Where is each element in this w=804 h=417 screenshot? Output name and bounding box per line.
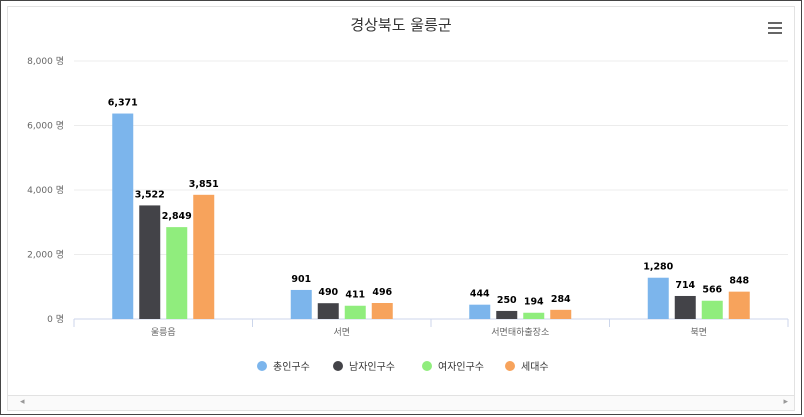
data-label: 3,522 — [135, 189, 165, 200]
x-axis: 울릉읍 서면 서면태하출장소 북면 — [73, 319, 789, 338]
gridlines — [74, 60, 788, 320]
x-tick-label: 서면 — [333, 327, 350, 338]
y-tick-label: 2,000 명 — [27, 250, 64, 261]
data-label: 194 — [524, 297, 544, 308]
y-axis: 0 명 2,000 명 4,000 명 6,000 명 8,000 명 — [27, 56, 64, 325]
bars: 6,371 901 444 1,280 3,522 490 250 714 2,849 411 19… — [108, 98, 750, 319]
bar — [728, 291, 750, 319]
bar — [701, 300, 723, 319]
legend-label: 남자인구수 — [349, 361, 395, 373]
data-label: 901 — [291, 274, 311, 285]
chart-svg: 경상북도 울릉군 0 명 2,000 명 4,000 명 6,000 명 8,000 명… — [27, 16, 789, 373]
bar — [290, 289, 312, 319]
x-tick-label: 울릉읍 — [151, 327, 176, 338]
data-label: 2,849 — [162, 211, 192, 222]
bar — [469, 304, 491, 319]
legend-label: 총인구수 — [273, 361, 310, 373]
data-label: 1,280 — [643, 262, 673, 273]
bar — [139, 205, 161, 319]
legend-label: 세대수 — [521, 361, 549, 373]
chart-title: 경상북도 울릉군 — [350, 16, 452, 34]
data-label: 848 — [729, 276, 749, 287]
bar — [674, 295, 696, 319]
scroll-right-arrow-icon[interactable]: ▸ — [783, 397, 788, 407]
y-tick-label: 4,000 명 — [27, 185, 64, 196]
y-tick-label: 6,000 명 — [27, 121, 64, 132]
bar — [550, 309, 572, 319]
horizontal-scrollbar[interactable]: ◂ ▸ — [7, 396, 795, 411]
y-tick-label: 8,000 명 — [27, 56, 64, 67]
data-label: 566 — [702, 285, 722, 296]
bar — [317, 303, 339, 319]
legend-marker — [257, 361, 267, 371]
data-label: 411 — [345, 290, 365, 301]
data-label: 490 — [318, 287, 338, 298]
data-label: 714 — [675, 280, 695, 291]
bar — [193, 194, 215, 319]
legend-marker — [422, 361, 432, 371]
data-label: 496 — [372, 287, 392, 298]
y-tick-label: 0 명 — [47, 314, 64, 325]
bar — [166, 227, 188, 319]
legend-marker — [505, 361, 515, 371]
legend: 총인구수 남자인구수 여자인구수 세대수 — [257, 361, 549, 373]
bar — [112, 113, 134, 319]
legend-label: 여자인구수 — [438, 361, 484, 373]
bar — [523, 312, 545, 319]
data-label: 284 — [551, 294, 571, 305]
data-label: 250 — [497, 295, 517, 306]
hamburger-menu-icon[interactable] — [768, 22, 782, 34]
data-label: 444 — [470, 289, 490, 300]
data-label: 6,371 — [108, 98, 138, 109]
chart-container: 경상북도 울릉군 0 명 2,000 명 4,000 명 6,000 명 8,000 명… — [7, 6, 795, 396]
bar — [371, 303, 393, 319]
bar — [496, 310, 518, 319]
legend-marker — [333, 361, 343, 371]
scroll-left-arrow-icon[interactable]: ◂ — [20, 397, 25, 407]
bar — [344, 305, 366, 319]
x-tick-label: 서면태하출장소 — [491, 327, 549, 338]
x-tick-label: 북면 — [690, 327, 707, 338]
data-label: 3,851 — [189, 179, 219, 190]
bar — [647, 277, 669, 319]
